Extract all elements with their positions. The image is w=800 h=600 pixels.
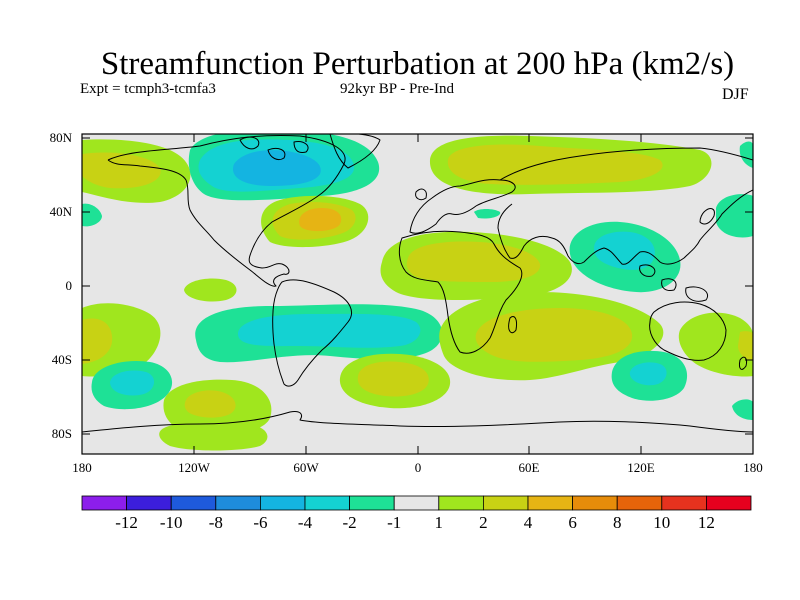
- lat-label: 80N: [50, 130, 73, 145]
- colorbar-label: -8: [209, 513, 223, 532]
- longitude-labels: 180 120W 60W 0 60E 120E 180: [72, 460, 763, 475]
- contour-spac-low-inner: [110, 370, 155, 396]
- colorbar-label: -4: [298, 513, 313, 532]
- lon-label: 180: [743, 460, 763, 475]
- colorbar-label: 12: [698, 513, 715, 532]
- lon-label: 60E: [519, 460, 540, 475]
- period-label: 92kyr BP - Pre-Ind: [340, 81, 455, 97]
- contour-sio-low-inner: [629, 362, 667, 386]
- maritime-islands: [639, 264, 708, 302]
- map-title: Streamfunction Perturbation at 200 hPa (…: [100, 46, 735, 82]
- contour-epac-high: [184, 278, 237, 302]
- colorbar-label: 6: [568, 513, 577, 532]
- south-america-coast: [272, 279, 352, 387]
- contour-sam-low-inner: [238, 313, 421, 348]
- colorbar-swatch: [304, 495, 350, 511]
- arctic-islands: [239, 136, 309, 161]
- axis-ticks: [82, 134, 753, 454]
- contour-pac-high-s-mid: [738, 331, 753, 360]
- contour-se-low: [732, 399, 753, 420]
- lon-label: 180: [72, 460, 92, 475]
- colorbar-swatch: [259, 495, 306, 511]
- colorbar-swatch: [393, 495, 440, 511]
- contour-sind-high-mid: [475, 308, 633, 362]
- colorbar-swatch: [81, 495, 127, 511]
- colorbar-swatch: [170, 495, 217, 511]
- lon-label: 60W: [293, 460, 319, 475]
- australia-coast: [649, 301, 727, 361]
- colorbar-label: -1: [387, 513, 401, 532]
- colorbar-swatch: [572, 495, 618, 511]
- contour-atl-low-small: [82, 203, 102, 227]
- colorbar-swatch: [349, 495, 395, 511]
- greenland-coast: [329, 134, 381, 169]
- colorbar: -12 -10 -8 -6 -4 -2 -1 1 2 4 6 8 10 12: [81, 495, 752, 532]
- colorbar-swatch: [616, 495, 663, 511]
- asia-coast: [497, 147, 753, 265]
- madagascar: [508, 316, 517, 334]
- season-label: DJF: [722, 86, 749, 103]
- colorbar-swatch: [438, 495, 484, 511]
- africa-coast: [398, 230, 523, 354]
- contour-eurasia-high-mid: [447, 144, 663, 185]
- contour-canada-low-core: [232, 150, 321, 186]
- lat-label: 0: [66, 278, 73, 293]
- contour-satl-high-mid: [357, 361, 429, 397]
- coastlines: [82, 134, 753, 433]
- contour-na-mid: [82, 152, 161, 189]
- lon-label: 120E: [627, 460, 655, 475]
- lon-label: 0: [415, 460, 422, 475]
- contour-mideast-small: [474, 209, 501, 219]
- contour-africa-high-mid: [406, 241, 541, 282]
- colorbar-label: -10: [160, 513, 183, 532]
- antarctica-coast: [82, 411, 753, 433]
- new-zealand: [739, 356, 747, 370]
- colorbar-swatch: [215, 495, 261, 511]
- colorbar-label: -6: [253, 513, 267, 532]
- colorbar-label: 2: [479, 513, 488, 532]
- lon-label: 120W: [178, 460, 211, 475]
- lat-label: 40S: [52, 352, 72, 367]
- north-america-coast: [107, 134, 346, 287]
- colorbar-label: -2: [343, 513, 357, 532]
- contour-far-s-high-mid: [184, 390, 236, 418]
- contour-antarctic-band: [159, 421, 268, 451]
- colorbar-label: 10: [653, 513, 670, 532]
- contour-field: [82, 134, 753, 454]
- colorbar-swatch: [661, 495, 707, 511]
- british-isles: [415, 188, 427, 201]
- colorbar-swatch: [126, 495, 172, 511]
- contour-east-low: [739, 141, 753, 168]
- contour-atlantic-high-core: [299, 208, 342, 232]
- colorbar-swatch: [482, 495, 529, 511]
- contour-asia-low-inner: [594, 231, 655, 270]
- colorbar-label: 4: [524, 513, 533, 532]
- lat-label: 40N: [50, 204, 73, 219]
- latitude-labels: 80N 40N 0 40S 80S: [50, 130, 73, 441]
- europe-coast: [409, 179, 516, 234]
- colorbar-label: -12: [115, 513, 138, 532]
- colorbar-swatch: [527, 495, 573, 511]
- lat-label: 80S: [52, 426, 72, 441]
- japan: [699, 208, 715, 225]
- colorbar-label: 8: [613, 513, 622, 532]
- experiment-label: Expt = tcmph3-tcmfa3: [80, 81, 216, 97]
- contour-pacific-low: [716, 194, 753, 238]
- colorbar-label: 1: [435, 513, 444, 532]
- contour-s-ring-mid: [82, 318, 113, 364]
- colorbar-swatch: [706, 495, 752, 511]
